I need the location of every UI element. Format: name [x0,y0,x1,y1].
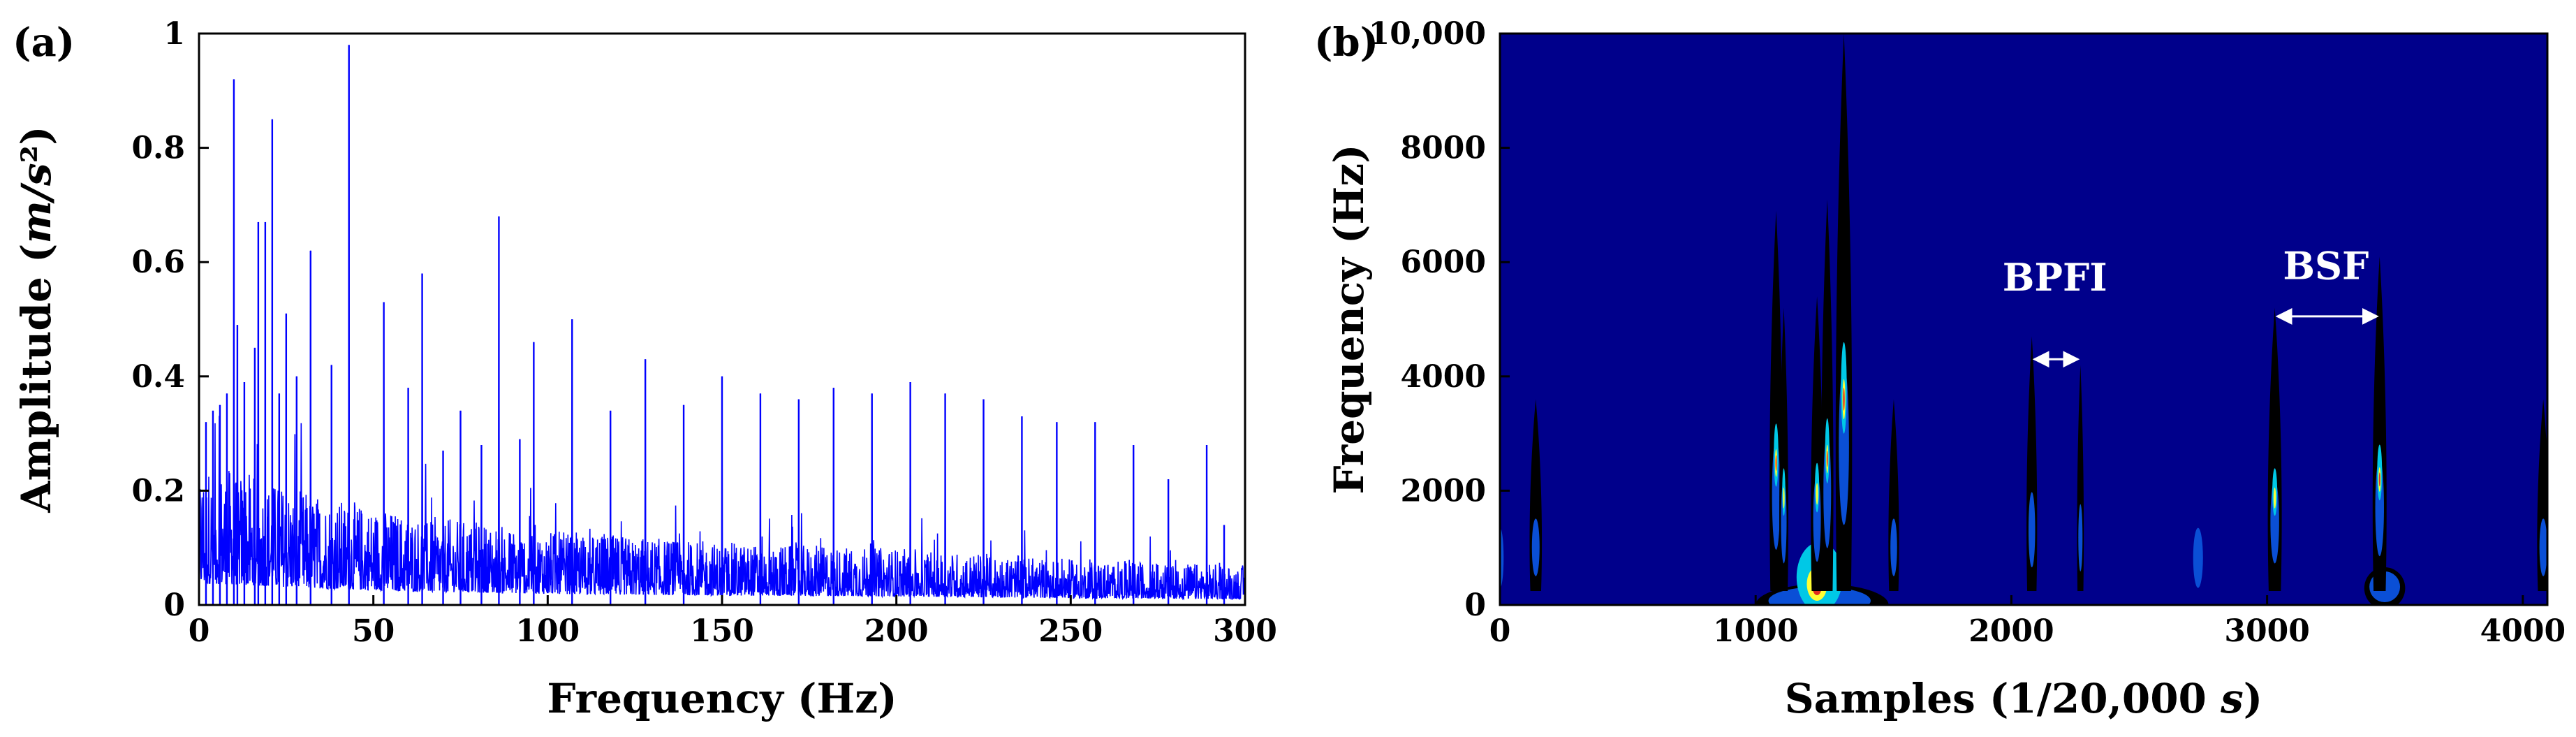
y-ticks-b: 0 2000 4000 6000 8000 10,000 [1369,16,1510,623]
x-tick-label: 0 [1489,613,1511,649]
x-axis-label-b: Samples (1/20,000 s) [1785,675,2262,722]
y-tick-label: 0.2 [131,473,185,509]
y-tick-label: 1 [163,16,185,52]
chart-a: (a) 0 50 100 150 200 250 300 0 0.2 0.4 0.6 0.8 1 Fr… [13,16,1277,722]
x-tick-label: 300 [1213,613,1277,649]
y-tick-label: 8000 [1401,131,1486,166]
streak-hotter [1816,483,1818,505]
y-tick-label: 4000 [1401,359,1486,395]
x-tick-label: 0 [189,613,210,649]
y-tick-label: 6000 [1401,245,1486,280]
y-tick-label: 2000 [1401,473,1486,509]
spectrogram-blob [2193,527,2203,588]
streak-peak [1775,455,1777,472]
x-tick-label: 200 [864,613,929,649]
y-tick-label: 0.8 [131,131,185,166]
panel-label-a: (a) [13,20,75,66]
plot-frame-b [1499,32,2549,606]
streak-peak [1826,451,1828,467]
streak-core [2028,492,2036,568]
x-tick-label: 100 [515,613,580,649]
panel-label-b: (b) [1314,20,1378,66]
streak-hotter [1783,487,1785,509]
x-tick-label: 1000 [1713,613,1798,649]
y-tick-label: 10,000 [1369,16,1486,52]
streak-hotter [2273,487,2276,509]
y-axis-label-a: Amplitude (m/s²) [13,126,60,513]
y-tick-label: 0 [1464,588,1486,623]
annotation-label: BSF [2283,244,2369,289]
x-tick-label: 4000 [2480,613,2566,649]
y-tick-label: 0.4 [131,359,185,395]
y-ticks-a: 0 0.2 0.4 0.6 0.8 1 [131,16,209,623]
chart-b: (b) BPFI BSF 0 1000 2000 3000 4000 0 2000 4000 6… [1314,16,2566,722]
x-tick-label: 50 [352,613,395,649]
x-axis-label-a: Frequency (Hz) [547,675,897,722]
streak-peak [1843,388,1845,411]
heatmap-background [1500,34,2547,605]
streak-peak [2378,472,2380,487]
annotations-b: BPFI BSF [2003,244,2379,368]
y-axis-label-b: Frequency (Hz) [1325,144,1373,494]
streak-core [1890,518,1897,576]
heatmap-features [1500,34,2547,605]
streak-core [2078,504,2083,571]
x-ticks-b: 0 1000 2000 3000 4000 [1489,595,2566,649]
y-tick-label: 0 [163,588,185,623]
spectrum-plot-area [199,45,1245,605]
y-tick-label: 0.6 [131,245,185,280]
annotation-label: BPFI [2003,255,2107,300]
x-tick-label: 250 [1038,613,1103,649]
x-tick-label: 3000 [2224,613,2309,649]
x-tick-label: 2000 [1968,613,2054,649]
x-tick-label: 150 [690,613,754,649]
streak-core [1531,518,1540,576]
x-ticks-a: 0 50 100 150 200 250 300 [189,595,1277,649]
streak-core [2539,518,2547,576]
